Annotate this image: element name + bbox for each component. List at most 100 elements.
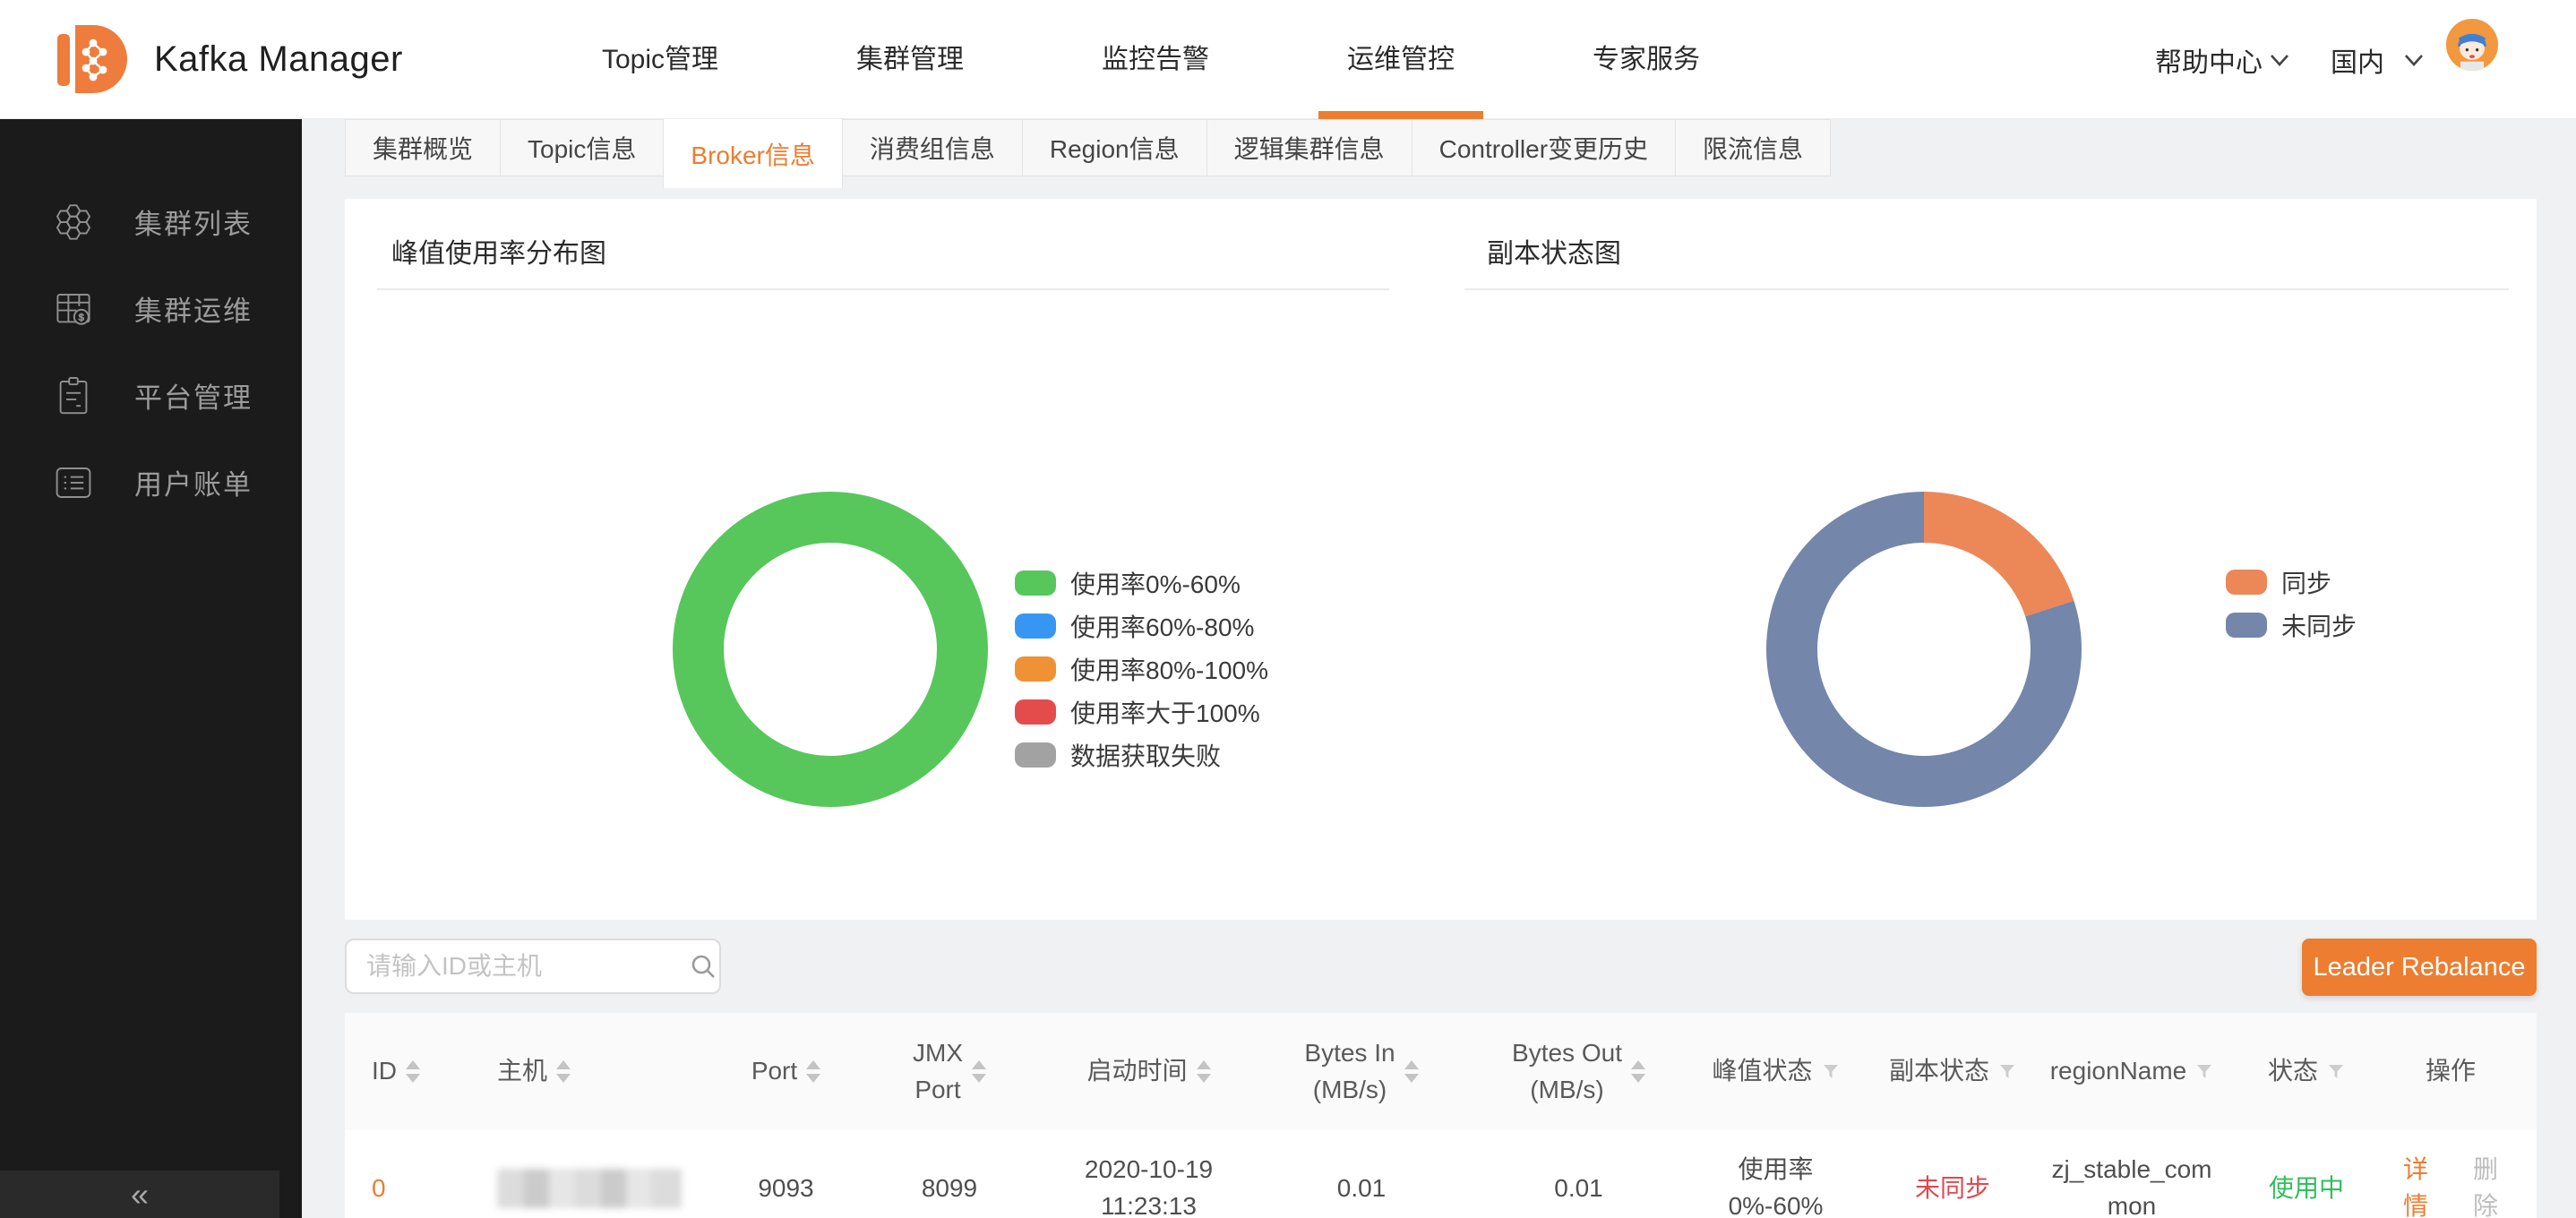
sort-carets-icon[interactable] [556,1060,571,1083]
sidebar-item-label: 集群运维 [134,296,253,327]
cell-id: 0 [372,1130,497,1218]
broker-id-link[interactable]: 0 [372,1173,386,1202]
sidebar-item-label: 用户账单 [134,469,253,501]
column-header-bytes_out[interactable]: Bytes Out (MB/s) [1469,1013,1688,1130]
legend-swatch [2226,570,2267,595]
sort-carets-icon[interactable] [1630,1060,1645,1083]
nav-item-4[interactable]: 专家服务 [1593,45,1701,74]
sidebar-item-3[interactable]: 用户账单 [0,439,302,526]
cluster-honeycomb-icon [52,201,95,244]
column-label: Port [751,1057,798,1085]
top-navbar: Kafka Manager Topic管理 集群管理 监控告警 运维管控 专家服务 帮助… [0,0,2576,119]
region-dropdown[interactable]: 国内 [2331,40,2424,80]
sidebar-item-1[interactable]: $ 集群运维 [0,265,302,352]
column-label: ID [372,1057,397,1085]
nav-item-0[interactable]: Topic管理 [602,45,719,74]
column-header-jmx_port[interactable]: JMX Port [855,1013,1043,1130]
peak-usage-legend: 使用率0%-60% 使用率60%-80% 使用率80%-100% 使用率大于100% 数… [1015,562,1268,776]
peak-usage-chart-title: 峰值使用率分布图 [391,239,606,269]
region-name-value: zj_stable_common [2051,1155,2212,1218]
search-input[interactable] [347,952,690,981]
cell-bytes_in: 0.01 [1336,1173,1387,1202]
legend-swatch [2226,613,2267,638]
legend-item: 使用率0%-60% [1015,562,1268,605]
column-header-status[interactable]: 状态 [2221,1013,2391,1130]
tab-5[interactable]: 逻辑集群信息 [1206,119,1413,176]
peak-usage-donut-chart [673,492,988,807]
sidebar-item-label: 平台管理 [134,382,253,414]
tab-6[interactable]: Controller变更历史 [1411,119,1677,176]
legend-swatch [1015,699,1056,725]
nav-item-2[interactable]: 监控告警 [1102,45,1210,74]
main-menu: Topic管理 集群管理 监控告警 运维管控 专家服务 [573,0,1809,119]
legend-label: 未同步 [2281,613,2357,640]
sidebar-collapse-button[interactable]: « [0,1171,279,1218]
column-header-replica_status[interactable]: 副本状态 [1863,1013,2042,1130]
filter-funnel-icon[interactable] [2327,1063,2345,1081]
tab-1[interactable]: Topic信息 [500,119,665,176]
cell-status: 使用中 [2221,1130,2391,1218]
sort-carets-icon[interactable] [406,1060,420,1083]
legend-label: 同步 [2281,570,2332,597]
legend-label: 数据获取失败 [1070,742,1222,770]
sort-carets-icon[interactable] [1196,1060,1211,1083]
region-label: 国内 [2331,47,2384,78]
column-header-region_name[interactable]: regionName [2042,1013,2221,1130]
tab-3[interactable]: 消费组信息 [841,119,1023,176]
replica-status-legend: 同步 未同步 [2226,561,2357,647]
column-header-port[interactable]: Port [717,1013,855,1130]
navbar-right-group: 帮助中心 国内 [2155,0,2424,119]
nav-item-1[interactable]: 集群管理 [856,45,965,74]
filter-funnel-icon[interactable] [1822,1063,1840,1081]
filter-funnel-icon[interactable] [2195,1063,2213,1081]
column-label: 副本状态 [1888,1057,1989,1085]
search-icon[interactable] [690,953,717,980]
nav-item-3[interactable]: 运维管控 [1318,0,1484,119]
column-header-start_time[interactable]: 启动时间 [1043,1013,1254,1130]
sort-carets-icon[interactable] [972,1060,986,1083]
cell-jmx_port: 8099 [921,1173,978,1202]
sidebar-item-0[interactable]: 集群列表 [0,178,302,265]
column-label: 操作 [2425,1057,2476,1085]
column-header-host[interactable]: 主机 [497,1013,717,1130]
ops-billing-icon: $ [52,287,95,330]
tab-7[interactable]: 限流信息 [1675,119,1832,176]
broker-table: ID 主机 Port JMX Port 启动时间 Bytes In (MB/s) Bytes… [345,1013,2537,1218]
column-header-bytes_in[interactable]: Bytes In (MB/s) [1254,1013,1469,1130]
sort-carets-icon[interactable] [1404,1060,1419,1083]
filter-funnel-icon[interactable] [1998,1063,2016,1081]
legend-swatch [1015,570,1056,596]
chevron-down-icon [2271,54,2288,66]
column-label: 主机 [497,1057,548,1085]
leader-rebalance-button[interactable]: Leader Rebalance [2302,939,2537,996]
delete-action-link[interactable]: 删除 [2472,1155,2498,1218]
help-center-label: 帮助中心 [2155,47,2263,78]
detail-action-link[interactable]: 详情 [2402,1155,2428,1218]
cell-start_time: 2020-10-19 11:23:13 [1084,1155,1214,1218]
replica-status-chart-title: 副本状态图 [1487,239,1621,269]
help-center-dropdown[interactable]: 帮助中心 [2155,40,2289,80]
broker-tabbar: 集群概览 Topic信息 Broker信息 消费组信息 Region信息 逻辑集群信息 Co… [345,119,1832,188]
tab-4[interactable]: Region信息 [1021,119,1207,176]
collapse-left-icon: « [130,1175,150,1213]
column-label: 状态 [2267,1057,2318,1085]
sort-carets-icon[interactable] [806,1060,821,1083]
redacted-host-value [497,1169,681,1208]
legend-item: 未同步 [2226,604,2357,647]
column-header-id[interactable]: ID [372,1013,497,1130]
legend-label: 使用率大于100% [1070,699,1260,727]
column-label: 峰值状态 [1712,1057,1813,1085]
column-header-peak_status[interactable]: 峰值状态 [1688,1013,1863,1130]
tab-2[interactable]: Broker信息 [663,119,843,188]
status-value: 使用中 [2268,1173,2344,1202]
sidebar-item-2[interactable]: 平台管理 [0,352,302,439]
column-header-actions: 操作 [2391,1013,2510,1130]
cell-bytes_out: 0.01 [1554,1173,1603,1202]
cell-replica_status: 未同步 [1863,1130,2042,1218]
legend-item: 使用率大于100% [1015,690,1268,733]
user-avatar[interactable] [2445,18,2499,72]
legend-label: 使用率0%-60% [1070,570,1241,598]
column-label: Bytes In (MB/s) [1304,1038,1395,1103]
tab-0[interactable]: 集群概览 [345,119,502,176]
legend-swatch [1015,656,1056,682]
